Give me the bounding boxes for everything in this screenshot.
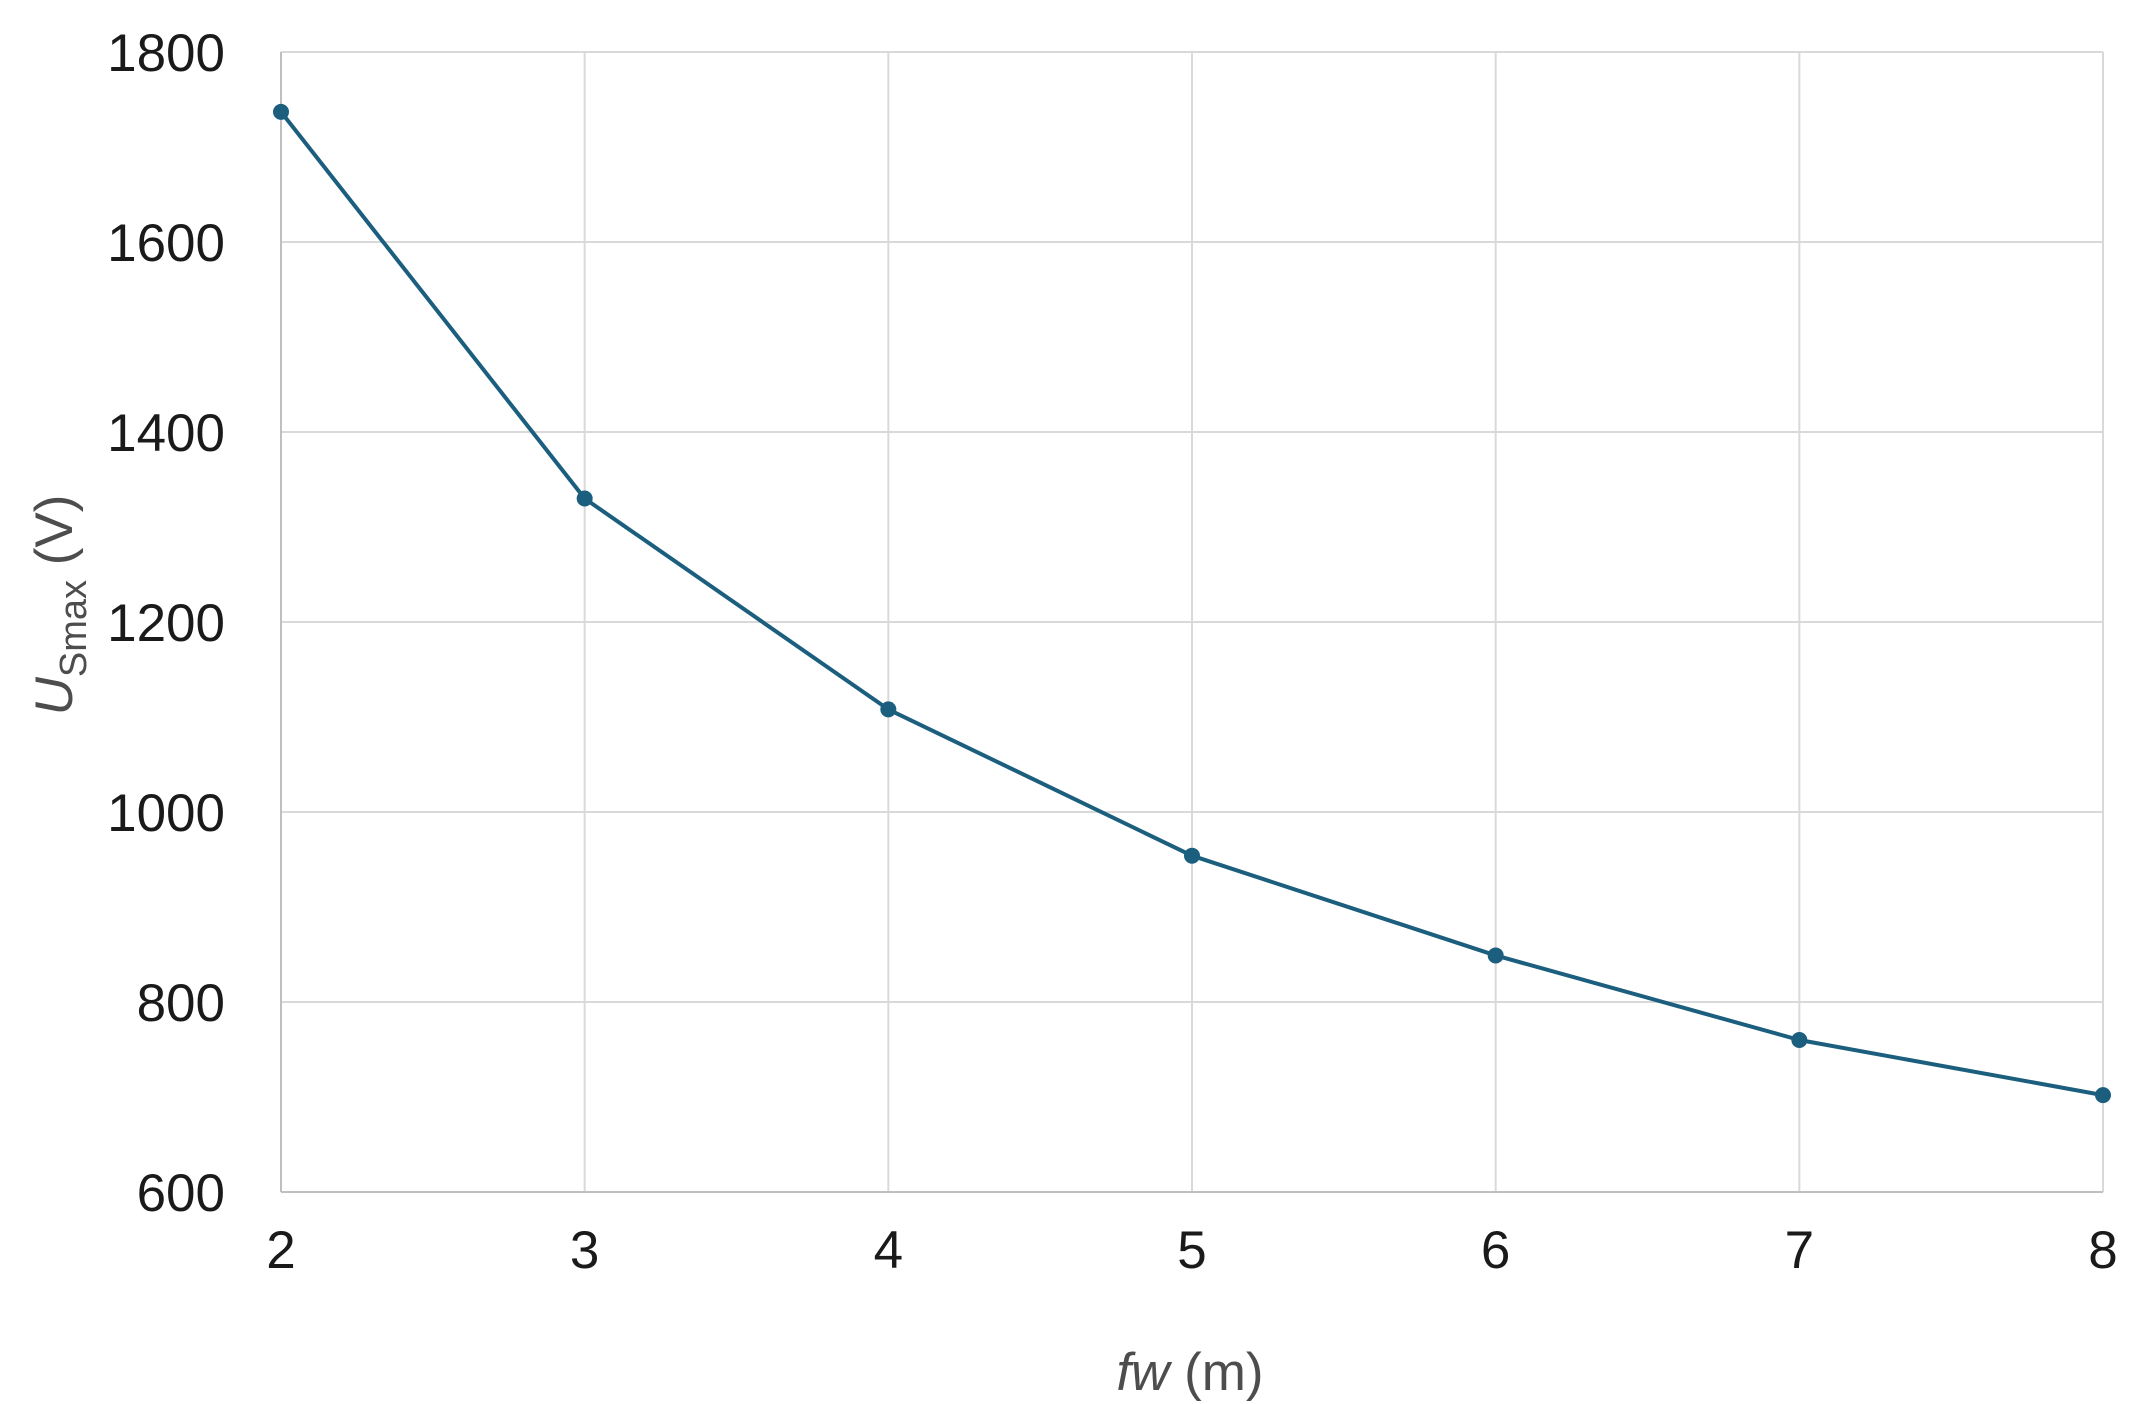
y-tick-label: 1800 (107, 24, 225, 83)
y-tick-label: 1000 (107, 784, 225, 843)
data-point (576, 490, 593, 507)
y-tick-label: 600 (137, 1164, 225, 1223)
x-tick-label: 7 (1785, 1221, 1814, 1280)
x-tick-labels: 2 3 4 5 6 7 8 (266, 1221, 2117, 1280)
x-tick-label: 8 (2088, 1221, 2117, 1280)
y-tick-label: 1400 (107, 404, 225, 463)
series-group (273, 103, 2111, 1104)
axes (280, 52, 2103, 1193)
data-point (880, 701, 897, 718)
y-tick-label: 1600 (107, 214, 225, 273)
data-point (1487, 947, 1504, 964)
data-point (273, 103, 289, 120)
x-tick-label: 4 (874, 1221, 903, 1280)
y-tick-labels: 600 800 1000 1200 1400 1600 1800 (107, 24, 225, 1223)
y-axis-title: USmax (V) (25, 495, 95, 716)
y-tick-label: 1200 (107, 594, 225, 653)
x-tick-label: 2 (266, 1221, 295, 1280)
y-tick-label: 800 (137, 974, 225, 1033)
data-point (1184, 847, 1200, 864)
x-tick-label: 3 (570, 1221, 599, 1280)
data-point (1791, 1032, 1808, 1048)
horizontal-gridlines (281, 51, 2103, 1003)
data-point (2095, 1087, 2111, 1104)
x-tick-label: 5 (1177, 1221, 1206, 1280)
x-axis-title: fw (m) (1116, 1343, 1263, 1402)
x-tick-label: 6 (1481, 1221, 1510, 1280)
